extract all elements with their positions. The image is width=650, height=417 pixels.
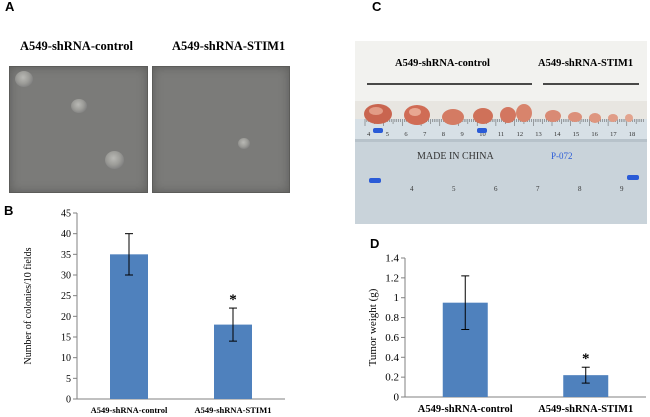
chart-b-y-tick-label: 20	[61, 312, 71, 323]
chart-b-category-label: A549-shRNA-STIM1	[195, 405, 272, 415]
chart-d-y-tick-label: 0.6	[385, 332, 399, 344]
chart-d-significance-star: *	[582, 351, 590, 367]
ruler-code: P-072	[551, 151, 573, 161]
chart-b-y-tick-label: 45	[61, 209, 71, 220]
ruler-number: 8	[442, 131, 445, 138]
chart-d-y-tick-label: 0.8	[385, 312, 399, 324]
chart-d-category-label: A549-shRNA-control	[418, 404, 513, 415]
ruler-number: 13	[535, 131, 542, 138]
micrograph-control	[9, 66, 148, 193]
panel-c-label-stim1: A549-shRNA-STIM1	[538, 58, 634, 69]
ruler-marker	[373, 128, 383, 133]
ruler-number: 7	[423, 131, 427, 138]
panel-b-letter: B	[4, 203, 14, 218]
tumor	[589, 113, 601, 123]
tumor-photo-art: 4 5 6 7 8 9 10 11 12 13 14 15 16 17 18 4 5 6 7 8 9 MADE IN C…	[355, 41, 647, 224]
ruler-number: 18	[629, 131, 636, 138]
ruler-marker	[477, 128, 487, 133]
ruler-number-bottom: 8	[578, 185, 582, 193]
tumor	[473, 108, 493, 124]
chart-d-y-axis-label: Tumor weight (g)	[367, 288, 379, 366]
chart-d-bar	[563, 375, 609, 397]
chart-d-y-tick-label: 1	[394, 292, 400, 304]
ruler-number: 10	[479, 131, 486, 138]
ruler-number-bottom: 7	[536, 185, 540, 193]
chart-d-y-tick-label: 1.4	[385, 253, 399, 265]
panel-d-letter: D	[370, 236, 380, 251]
colony	[71, 99, 87, 113]
tumor-highlight	[409, 108, 421, 116]
tumor	[500, 107, 516, 123]
ruler-text: MADE IN CHINA	[417, 151, 494, 162]
chart-d-y-tick-label: 0	[394, 392, 400, 404]
chart-b: 0 5 10 15 20 25 30 35 40 45 A549-shRNA-control A549…	[23, 209, 285, 415]
ruler-number: 5	[386, 131, 389, 138]
panel-c-label-control: A549-shRNA-control	[395, 58, 490, 69]
ruler-number-bottom: 9	[620, 185, 624, 193]
ruler-number: 15	[573, 131, 580, 138]
chart-b-bar	[110, 254, 148, 399]
chart-b-y-tick-label: 0	[66, 395, 71, 406]
chart-d-y-tick-label: 0.2	[385, 372, 399, 384]
ruler-number: 9	[461, 131, 464, 138]
ruler-number: 4	[367, 131, 371, 138]
chart-b-y-tick-label: 40	[61, 229, 71, 240]
chart-b-y-axis-label: Number of colonies/10 fields	[23, 247, 34, 364]
chart-d: 0 0.2 0.4 0.6 0.8 1 1.2 1.4 A549-shRNA-control A5…	[367, 253, 646, 415]
chart-d-category-label: A549-shRNA-STIM1	[538, 404, 633, 415]
chart-b-y-tick-label: 15	[61, 333, 71, 344]
ruler-number: 12	[517, 131, 524, 138]
tumor	[625, 114, 633, 122]
chart-b-y-tick-label: 25	[61, 291, 71, 302]
chart-d-y-tick-label: 1.2	[385, 272, 399, 284]
panel-a-caption-control: A549-shRNA-control	[20, 39, 133, 53]
panel-a-letter: A	[5, 0, 15, 14]
tumor-highlight	[369, 107, 383, 115]
chart-d-y-tick-label: 0.4	[385, 352, 399, 364]
ruler-marker	[369, 178, 381, 183]
ruler-number: 6	[404, 131, 408, 138]
ruler-marker	[627, 175, 639, 180]
tumor-photo: 4 5 6 7 8 9 10 11 12 13 14 15 16 17 18 4 5 6 7 8 9 MADE IN C…	[355, 41, 647, 224]
tumor	[568, 112, 582, 122]
tumor	[442, 109, 464, 125]
chart-b-y-tick-label: 35	[61, 250, 71, 261]
ruler-number-bottom: 6	[494, 185, 498, 193]
ruler-number-bottom: 5	[452, 185, 456, 193]
tumor	[608, 114, 618, 122]
colony	[15, 71, 33, 87]
chart-b-y-tick-label: 10	[61, 353, 71, 364]
ruler-number: 16	[591, 131, 598, 138]
chart-b-y-tick-label: 5	[66, 374, 71, 385]
chart-b-category-label: A549-shRNA-control	[91, 405, 168, 415]
panel-a-caption-stim1: A549-shRNA-STIM1	[172, 39, 286, 53]
ruler-number: 11	[498, 131, 504, 138]
colony	[105, 151, 124, 169]
ruler-number: 14	[554, 131, 561, 138]
ruler-number-bottom: 4	[410, 185, 414, 193]
chart-b-significance-star: *	[229, 292, 237, 308]
tumor	[516, 104, 532, 122]
chart-b-y-tick-label: 30	[61, 271, 71, 282]
tumor	[545, 110, 561, 122]
micrograph-stim1	[152, 66, 290, 193]
ruler-number: 17	[610, 131, 617, 138]
colony	[238, 138, 250, 149]
panel-c-letter: C	[372, 0, 382, 14]
